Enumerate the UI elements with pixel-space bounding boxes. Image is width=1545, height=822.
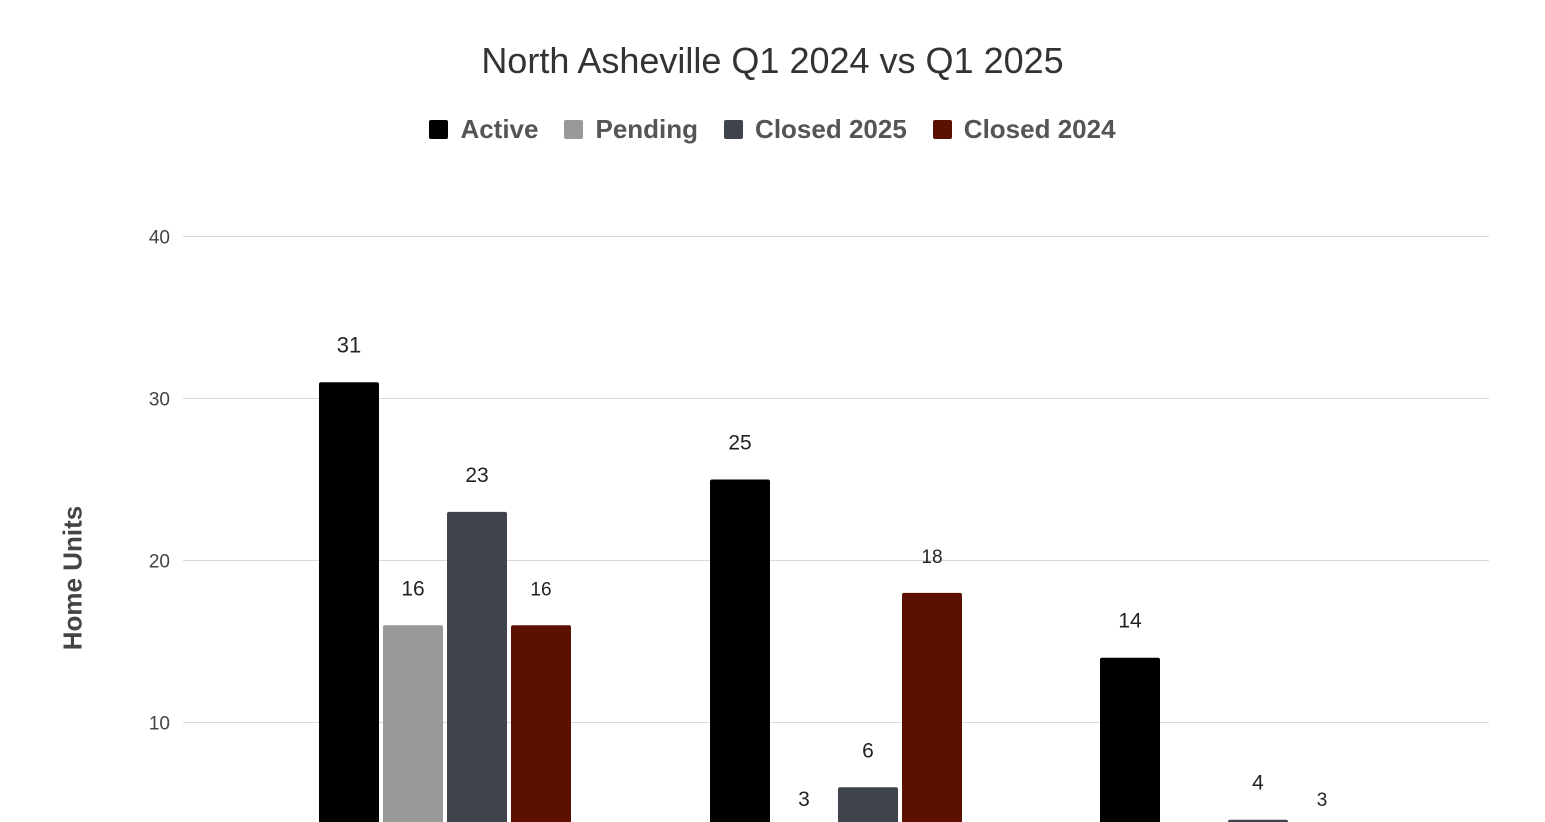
data-label: 31 (337, 332, 361, 357)
legend-swatch-pending (564, 120, 584, 139)
bar-active[interactable] (710, 479, 770, 822)
data-label: 16 (401, 577, 424, 600)
y-tick-label: 10 (149, 714, 170, 735)
data-label: 14 (1118, 610, 1142, 633)
legend-item-closed-2025[interactable]: Closed 2025 (724, 114, 907, 145)
bars (319, 382, 1288, 822)
legend-label-active: Active (460, 114, 539, 144)
legend-label-closed-2025: Closed 2025 (755, 114, 907, 144)
legend-label-pending: Pending (595, 114, 699, 144)
y-tick-label: 20 (149, 552, 170, 573)
y-tick-label: 30 (149, 390, 170, 411)
chart-legend: Active Pending Closed 2025 Closed 2024 (0, 114, 1545, 145)
data-label: 18 (921, 547, 942, 568)
y-axis-ticks: 10 20 30 40 (149, 228, 170, 735)
legend-swatch-closed-2024 (932, 120, 952, 139)
legend-item-active[interactable]: Active (429, 114, 538, 145)
bar-closed-2025[interactable] (447, 511, 507, 822)
data-label: 23 (465, 464, 488, 487)
legend-swatch-closed-2025 (724, 120, 744, 139)
legend-label-closed-2024: Closed 2024 (963, 114, 1116, 144)
data-labels: 31 25 14 16 3 23 6 4 16 18 3 (337, 332, 1328, 811)
data-label: 16 (530, 579, 551, 600)
bar-active[interactable] (1100, 657, 1160, 822)
data-label: 4 (1252, 772, 1264, 795)
y-tick-label: 40 (149, 228, 170, 249)
bar-pending[interactable] (383, 625, 443, 822)
bar-active[interactable] (319, 382, 379, 822)
bar-closed-2024[interactable] (511, 625, 571, 822)
data-label: 3 (1317, 790, 1328, 811)
legend-item-pending[interactable]: Pending (564, 114, 698, 145)
chart-title: North Asheville Q1 2024 vs Q1 2025 (481, 40, 1064, 81)
data-label: 3 (798, 788, 810, 811)
bar-closed-2025[interactable] (1228, 819, 1288, 822)
data-label: 6 (862, 739, 874, 762)
data-label: 25 (728, 432, 751, 455)
bar-closed-2024[interactable] (902, 592, 962, 822)
bar-closed-2025[interactable] (838, 787, 898, 822)
legend-swatch-active (429, 120, 449, 139)
legend-item-closed-2024[interactable]: Closed 2024 (932, 114, 1116, 145)
